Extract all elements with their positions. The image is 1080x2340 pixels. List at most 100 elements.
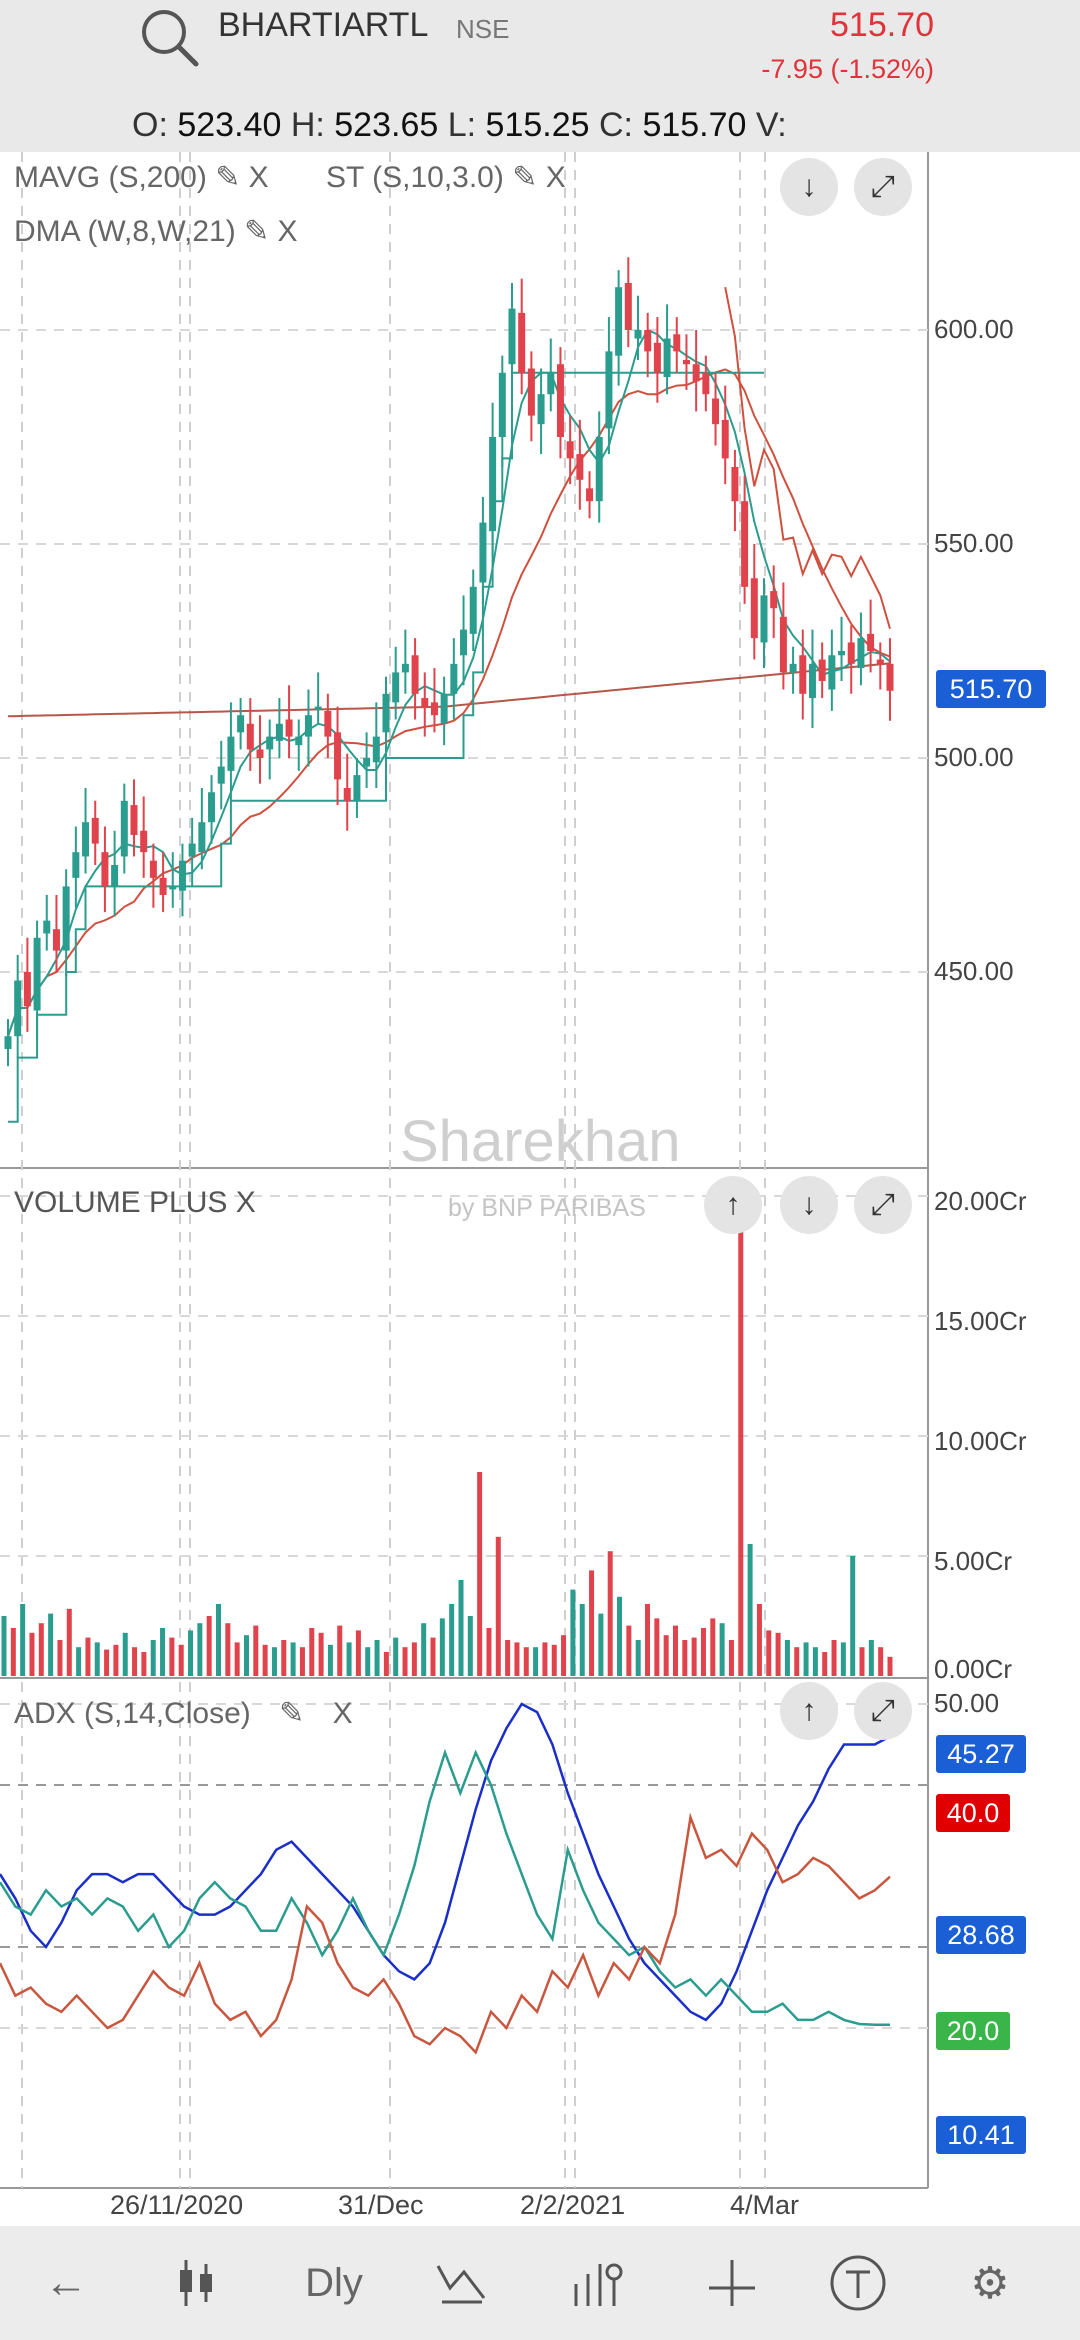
adx-pane — [0, 1702, 891, 2055]
candle-body — [828, 655, 836, 690]
vol-tick-20: 20.00Cr — [934, 1186, 1027, 1216]
candle-body — [479, 522, 487, 583]
volume-bar — [710, 1618, 716, 1676]
chart-type-button[interactable] — [146, 2226, 246, 2340]
volume-bar — [887, 1656, 893, 1676]
arrow-up-icon: ↑ — [725, 1188, 741, 1221]
volume-bar — [169, 1637, 175, 1676]
volume-bar — [132, 1647, 138, 1676]
volume-bar — [355, 1630, 361, 1676]
candlestick-icon — [180, 2260, 212, 2306]
candle-body — [372, 736, 380, 763]
candle-body — [586, 488, 594, 502]
volume-bar — [542, 1642, 548, 1676]
move-up-button[interactable]: ↑ — [704, 1176, 762, 1234]
x-tick-feb: 2/2/2021 — [520, 2190, 626, 2220]
settings-button[interactable]: ⚙ — [940, 2226, 1040, 2340]
search-icon[interactable] — [136, 4, 200, 68]
volume-bar — [579, 1604, 585, 1676]
dma-slow-line — [7, 368, 891, 1037]
move-down-button[interactable]: ↓ — [780, 158, 838, 216]
remove-adx[interactable]: X — [332, 1697, 353, 1730]
x-tick-dec: 31/Dec — [338, 2190, 424, 2220]
volume-bar — [141, 1652, 147, 1676]
volume-bar — [570, 1589, 576, 1676]
dma-fast-line — [7, 328, 891, 1037]
candle-body — [295, 736, 303, 746]
volume-bar — [299, 1647, 305, 1676]
candle-body — [52, 929, 60, 951]
y-tick-550: 550.00 — [934, 528, 1014, 558]
volume-pane — [1, 1196, 893, 1676]
candle-body — [712, 398, 720, 425]
symbol-name[interactable]: BHARTIARTL — [218, 6, 429, 44]
candle-body — [314, 706, 322, 710]
remove-dma[interactable]: X — [277, 215, 298, 248]
volume-bar — [262, 1644, 268, 1676]
volume-bar — [337, 1625, 343, 1676]
arrow-up-icon: ↑ — [801, 1694, 817, 1727]
crosshair-button[interactable] — [682, 2226, 782, 2340]
volume-bar — [243, 1635, 249, 1676]
supertrend-line — [8, 371, 764, 1123]
candle-body — [682, 359, 690, 365]
remove-st[interactable]: X — [545, 161, 566, 194]
volume-bar — [430, 1637, 436, 1676]
back-button[interactable]: ← — [16, 2226, 116, 2340]
st-indicator[interactable]: ST (S,10,3.0) ✎ X — [326, 160, 566, 195]
candle-body — [237, 715, 245, 733]
candle-body — [334, 732, 342, 780]
candle-body — [731, 466, 739, 502]
drawing-tools-button[interactable] — [412, 2226, 512, 2340]
candle-body — [178, 860, 186, 891]
remove-mavg[interactable]: X — [248, 161, 269, 194]
volume-bar — [1, 1616, 7, 1676]
edit-icon[interactable]: ✎ — [279, 1697, 305, 1730]
candle-body — [101, 852, 109, 887]
gear-icon: ⚙ — [970, 2258, 1010, 2308]
move-down-button[interactable]: ↓ — [780, 1176, 838, 1234]
ohlc-close: 515.70 — [642, 106, 747, 144]
dma-indicator[interactable]: DMA (W,8,W,21) ✎ X — [14, 214, 298, 249]
chart-area[interactable] — [0, 152, 1080, 2226]
volume-bar — [635, 1640, 641, 1676]
adx-value-badge: 45.27 — [936, 1735, 1026, 1773]
candle-body — [324, 710, 332, 737]
mavg-indicator[interactable]: MAVG (S,200) ✎ X — [14, 160, 269, 195]
candle-body — [857, 638, 865, 669]
expand-button[interactable]: ⤢ — [854, 158, 912, 216]
candle-body — [576, 454, 584, 480]
volume-bar — [477, 1472, 483, 1676]
candle-body — [460, 629, 468, 656]
expand-button[interactable]: ⤢ — [854, 1176, 912, 1234]
move-up-button[interactable]: ↑ — [780, 1682, 838, 1740]
expand-button[interactable]: ⤢ — [854, 1682, 912, 1740]
volume-bar — [253, 1625, 259, 1676]
arrow-down-icon: ↓ — [801, 170, 817, 203]
volume-bar — [421, 1623, 427, 1676]
indicators-button[interactable] — [548, 2226, 648, 2340]
crosshair-icon — [709, 2260, 755, 2306]
expand-icon: ⤢ — [871, 170, 895, 203]
candle-body — [644, 330, 652, 352]
ohlc-o-label: O: — [132, 106, 168, 144]
candle-body — [750, 578, 758, 639]
volume-bar — [551, 1644, 557, 1676]
text-tool-button[interactable] — [808, 2226, 908, 2340]
candle-body — [246, 723, 254, 750]
volume-bar — [682, 1640, 688, 1676]
candle-body — [440, 693, 448, 724]
edit-icon[interactable]: ✎ — [215, 161, 241, 194]
vol-tick-10: 10.00Cr — [934, 1426, 1027, 1456]
interval-button[interactable]: 26/11/2020Dly — [284, 2226, 384, 2340]
volume-bar — [85, 1637, 91, 1676]
volume-bar — [803, 1642, 809, 1676]
bottom-toolbar: ← 26/11/2020Dly ⚙ — [0, 2226, 1080, 2340]
edit-icon[interactable]: ✎ — [512, 161, 538, 194]
volume-bar — [691, 1637, 697, 1676]
edit-icon[interactable]: ✎ — [244, 215, 270, 248]
adx-indicator[interactable]: ADX (S,14,Close) ✎ X — [14, 1696, 353, 1731]
volume-bar — [160, 1628, 166, 1676]
volume-bar — [439, 1618, 445, 1676]
volume-bar — [505, 1640, 511, 1676]
